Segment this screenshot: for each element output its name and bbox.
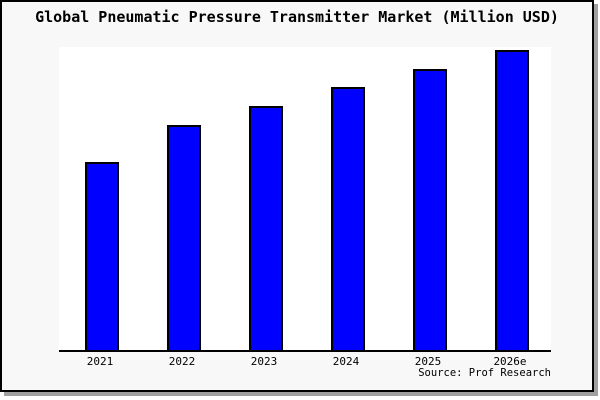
bar-2026e: [495, 50, 529, 350]
x-tick-label-2023: 2023: [250, 355, 278, 368]
bar-2024: [331, 87, 365, 350]
x-tick-label-2021: 2021: [86, 355, 114, 368]
bar-2021: [85, 162, 119, 350]
chart-canvas: Global Pneumatic Pressure Transmitter Ma…: [0, 0, 594, 392]
bar-2023: [249, 106, 283, 350]
bar-2022: [167, 125, 201, 350]
plot-area: [59, 47, 551, 352]
source-note: Source: Prof Research: [418, 367, 551, 379]
x-tick-label-2026e: 2026e: [493, 355, 527, 368]
x-tick-label-2022: 2022: [168, 355, 196, 368]
chart-title: Global Pneumatic Pressure Transmitter Ma…: [35, 8, 559, 26]
bar-2025: [413, 69, 447, 350]
x-tick-label-2024: 2024: [332, 355, 360, 368]
x-tick-label-2025: 2025: [414, 355, 442, 368]
